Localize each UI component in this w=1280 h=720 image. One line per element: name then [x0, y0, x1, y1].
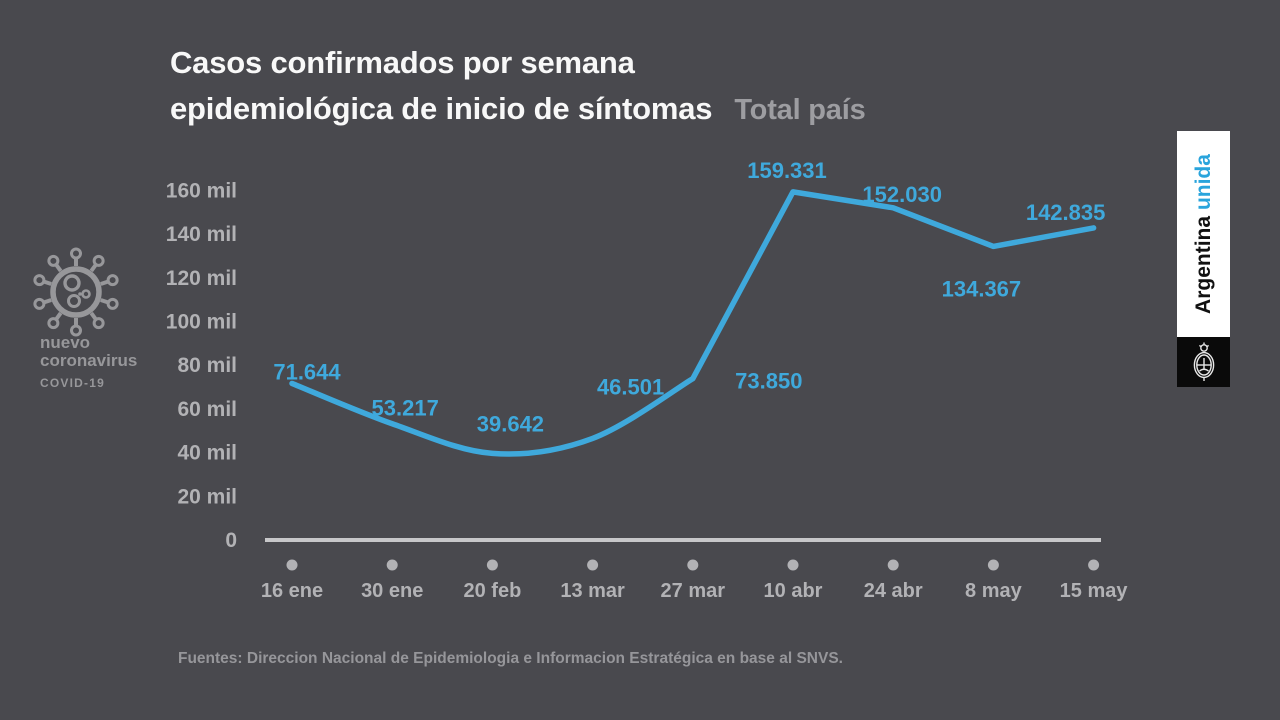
- x-axis-dot: [286, 559, 298, 571]
- covid-branding-text: nuevo coronavirus COVID-19: [40, 334, 180, 392]
- scope-label: Total país: [734, 94, 866, 126]
- data-point-label: 134.367: [942, 276, 1022, 301]
- x-axis-dot: [987, 559, 999, 571]
- source-note: Fuentes: Direccion Nacional de Epidemiol…: [178, 650, 843, 667]
- virus-spike-tip: [92, 254, 105, 267]
- x-tick-label: 13 mar: [560, 580, 625, 602]
- data-point-label: 39.642: [477, 411, 544, 436]
- x-tick-label: 27 mar: [661, 580, 726, 602]
- virus-spike-tip: [70, 247, 82, 260]
- covid-text-line1: nuevo: [40, 333, 91, 352]
- y-tick-label: 140 mil: [166, 223, 237, 246]
- virus-spike-tip: [106, 274, 119, 287]
- y-tick-label: 120 mil: [166, 267, 237, 290]
- x-axis-dot: [1088, 559, 1100, 571]
- virus-inner-dot: [78, 292, 82, 296]
- data-point-label: 152.030: [862, 182, 942, 207]
- virus-spike-tip: [47, 254, 60, 267]
- virus-inner-circle: [81, 289, 91, 299]
- banner-text-black: Argentina: [1191, 215, 1215, 314]
- cases-series-line: [289, 189, 1097, 457]
- data-point-label: 159.331: [747, 158, 827, 183]
- argentina-coat-of-arms-icon: [1193, 342, 1214, 381]
- data-point-label: 53.217: [372, 396, 439, 421]
- virus-inner-circle: [63, 274, 81, 292]
- banner-text-accent: unida: [1191, 154, 1215, 211]
- virus-spike-tip: [33, 297, 46, 310]
- banner-text: Argentina unida: [1192, 154, 1216, 314]
- data-point-label: 142.835: [1026, 200, 1106, 225]
- title-line-2: epidemiológica de inicio de síntomas Tota…: [170, 91, 866, 126]
- data-point-label: 73.850: [735, 369, 802, 394]
- x-tick-label: 30 ene: [361, 580, 423, 602]
- data-point-label: 71.644: [273, 359, 341, 384]
- virus-spike-tip: [33, 274, 46, 287]
- x-axis-dot: [687, 559, 699, 571]
- x-axis-dot: [787, 559, 799, 571]
- coat-of-arms-badge: [1177, 337, 1230, 387]
- y-tick-label: 0: [225, 529, 237, 552]
- covid-text-line2: coronavirus: [40, 351, 138, 370]
- y-tick-label: 40 mil: [177, 442, 237, 465]
- x-tick-label: 8 may: [965, 580, 1023, 602]
- virus-spike-tip: [70, 324, 82, 337]
- virus-spike-tip: [92, 317, 105, 330]
- title-line-1: Casos confirmados por semana: [170, 45, 635, 80]
- x-tick-label: 24 abr: [864, 580, 923, 602]
- virus-spike-tip: [47, 317, 60, 330]
- y-tick-label: 60 mil: [177, 398, 237, 421]
- virus-inner-circle: [67, 294, 81, 308]
- covid-branding: nuevo coronavirus COVID-19: [0, 0, 170, 390]
- x-axis-dot: [887, 559, 899, 571]
- y-tick-label: 100 mil: [166, 311, 237, 334]
- x-tick-label: 10 abr: [764, 580, 823, 602]
- coronavirus-icon: [33, 247, 119, 337]
- x-axis-dot: [587, 559, 599, 571]
- y-tick-label: 160 mil: [166, 179, 237, 202]
- data-point-label: 46.501: [597, 374, 664, 399]
- x-tick-label: 15 may: [1060, 580, 1129, 602]
- covid-text-line3: COVID-19: [40, 376, 105, 390]
- x-tick-label: 16 ene: [261, 580, 323, 602]
- page-title: Casos confirmados por semana epidemiológ…: [170, 40, 866, 133]
- argentina-unida-banner: Argentina unida: [1177, 131, 1230, 337]
- x-tick-label: 20 feb: [463, 580, 521, 602]
- virus-body: [50, 266, 102, 318]
- y-tick-label: 20 mil: [177, 485, 237, 508]
- x-axis-dot: [386, 559, 398, 571]
- x-axis-dot: [486, 559, 498, 571]
- y-tick-label: 80 mil: [177, 354, 237, 377]
- virus-spike-tip: [106, 297, 119, 310]
